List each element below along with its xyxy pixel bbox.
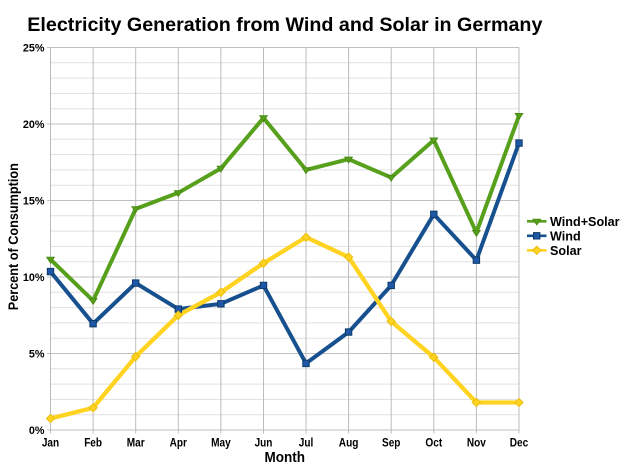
svg-text:Month: Month [265, 449, 306, 466]
svg-text:15%: 15% [23, 195, 45, 207]
svg-text:25%: 25% [23, 42, 45, 54]
svg-text:Electricity Generation from Wi: Electricity Generation from Wind and Sol… [27, 14, 542, 36]
svg-text:Jul: Jul [299, 436, 314, 449]
svg-text:Sep: Sep [382, 436, 400, 449]
svg-text:Aug: Aug [339, 436, 359, 449]
svg-text:Solar: Solar [550, 243, 582, 258]
svg-text:Nov: Nov [467, 436, 486, 449]
svg-text:Dec: Dec [510, 436, 529, 449]
svg-text:0%: 0% [29, 425, 45, 437]
svg-text:May: May [211, 436, 231, 449]
svg-text:Wind: Wind [550, 228, 581, 243]
svg-text:20%: 20% [23, 119, 45, 131]
svg-text:Wind+Solar: Wind+Solar [550, 214, 620, 229]
svg-text:5%: 5% [29, 348, 45, 360]
svg-text:Jun: Jun [255, 436, 273, 449]
svg-text:Jan: Jan [42, 436, 59, 449]
svg-text:Apr: Apr [170, 436, 188, 449]
svg-text:Percent of Consumption: Percent of Consumption [6, 163, 21, 310]
svg-text:Oct: Oct [425, 436, 442, 449]
svg-text:Mar: Mar [127, 436, 145, 449]
svg-text:10%: 10% [23, 272, 45, 284]
svg-text:Feb: Feb [84, 436, 102, 449]
